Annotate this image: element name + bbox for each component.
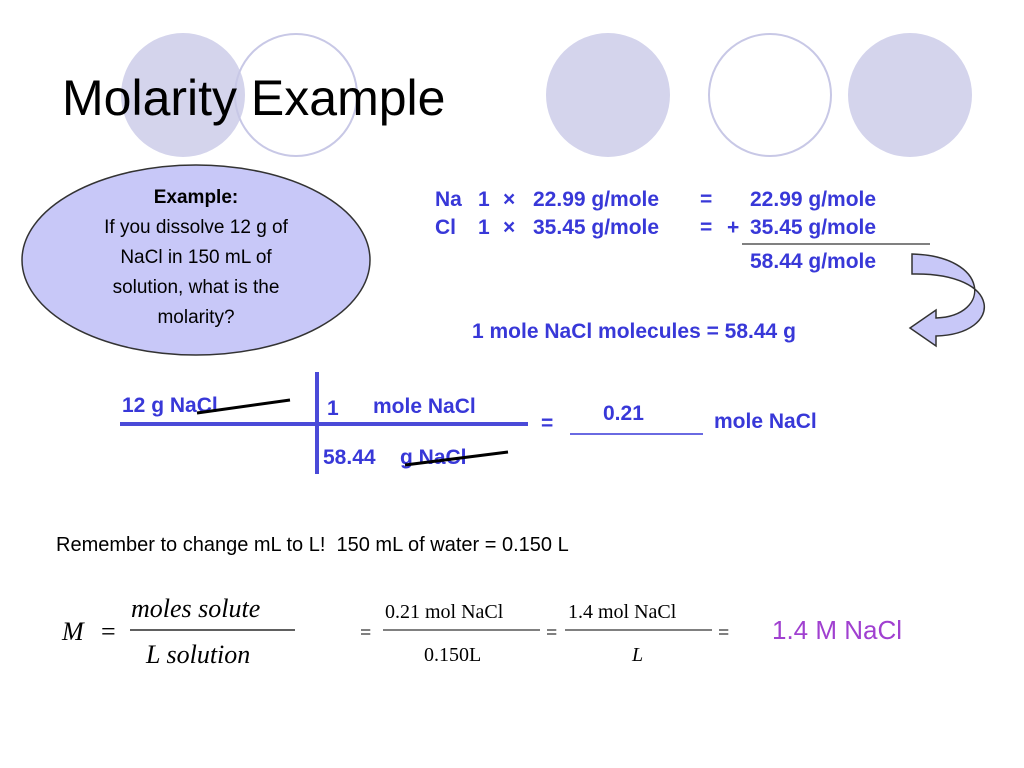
answer: 0.21 <box>603 402 644 425</box>
example-text: If you dissolve 12 g of NaCl in 150 mL o… <box>104 217 288 328</box>
plus: + <box>727 216 739 239</box>
slide-title: Molarity Example <box>62 70 445 126</box>
formula-numerator: moles solute <box>131 594 260 623</box>
count: 1 <box>478 188 490 211</box>
example-heading: Example: <box>153 187 239 208</box>
cancel-line <box>404 450 509 467</box>
answer-unit: mole NaCl <box>714 410 817 433</box>
example-box: Example: If you dissolve 12 g of NaCl in… <box>86 183 306 333</box>
equals: = <box>546 622 557 644</box>
cancel-line <box>196 398 291 415</box>
decor-circles <box>121 33 972 157</box>
given: 12 g NaCl <box>122 394 218 417</box>
element: Na <box>435 188 462 211</box>
count: 1 <box>478 216 490 239</box>
element: Cl <box>435 216 456 239</box>
mass: 35.45 g/mole <box>533 216 659 239</box>
equals: = <box>718 622 729 644</box>
result: 1.4 M NaCl <box>772 615 902 645</box>
step1-denominator: 0.150L <box>424 644 481 666</box>
formula-symbol: M <box>61 617 85 646</box>
numerator-count: 1 <box>327 397 339 420</box>
step2-denominator: L <box>631 644 643 666</box>
numerator-unit: mole NaCl <box>373 395 476 418</box>
equals: = <box>541 412 553 435</box>
mass: 22.99 g/mole <box>533 188 659 211</box>
conversion-note: 1 mole NaCl molecules = 58.44 g <box>472 320 796 343</box>
result: 22.99 g/mole <box>750 188 876 211</box>
step2-numerator: 1.4 mol NaCl <box>568 601 677 623</box>
times: × <box>503 188 515 211</box>
curved-arrow <box>908 253 986 348</box>
denominator-count: 58.44 <box>323 446 376 469</box>
example-bubble <box>21 164 371 356</box>
equals: = <box>700 216 712 239</box>
equals: = <box>101 617 116 646</box>
times: × <box>503 216 515 239</box>
reminder: Remember to change mL to L! 150 mL of wa… <box>56 534 569 556</box>
step1-numerator: 0.21 mol NaCl <box>385 601 504 623</box>
equals: = <box>360 622 371 644</box>
total: 58.44 g/mole <box>750 250 876 273</box>
equals: = <box>700 188 712 211</box>
result: 35.45 g/mole <box>750 216 876 239</box>
formula-denominator: L solution <box>145 640 250 669</box>
